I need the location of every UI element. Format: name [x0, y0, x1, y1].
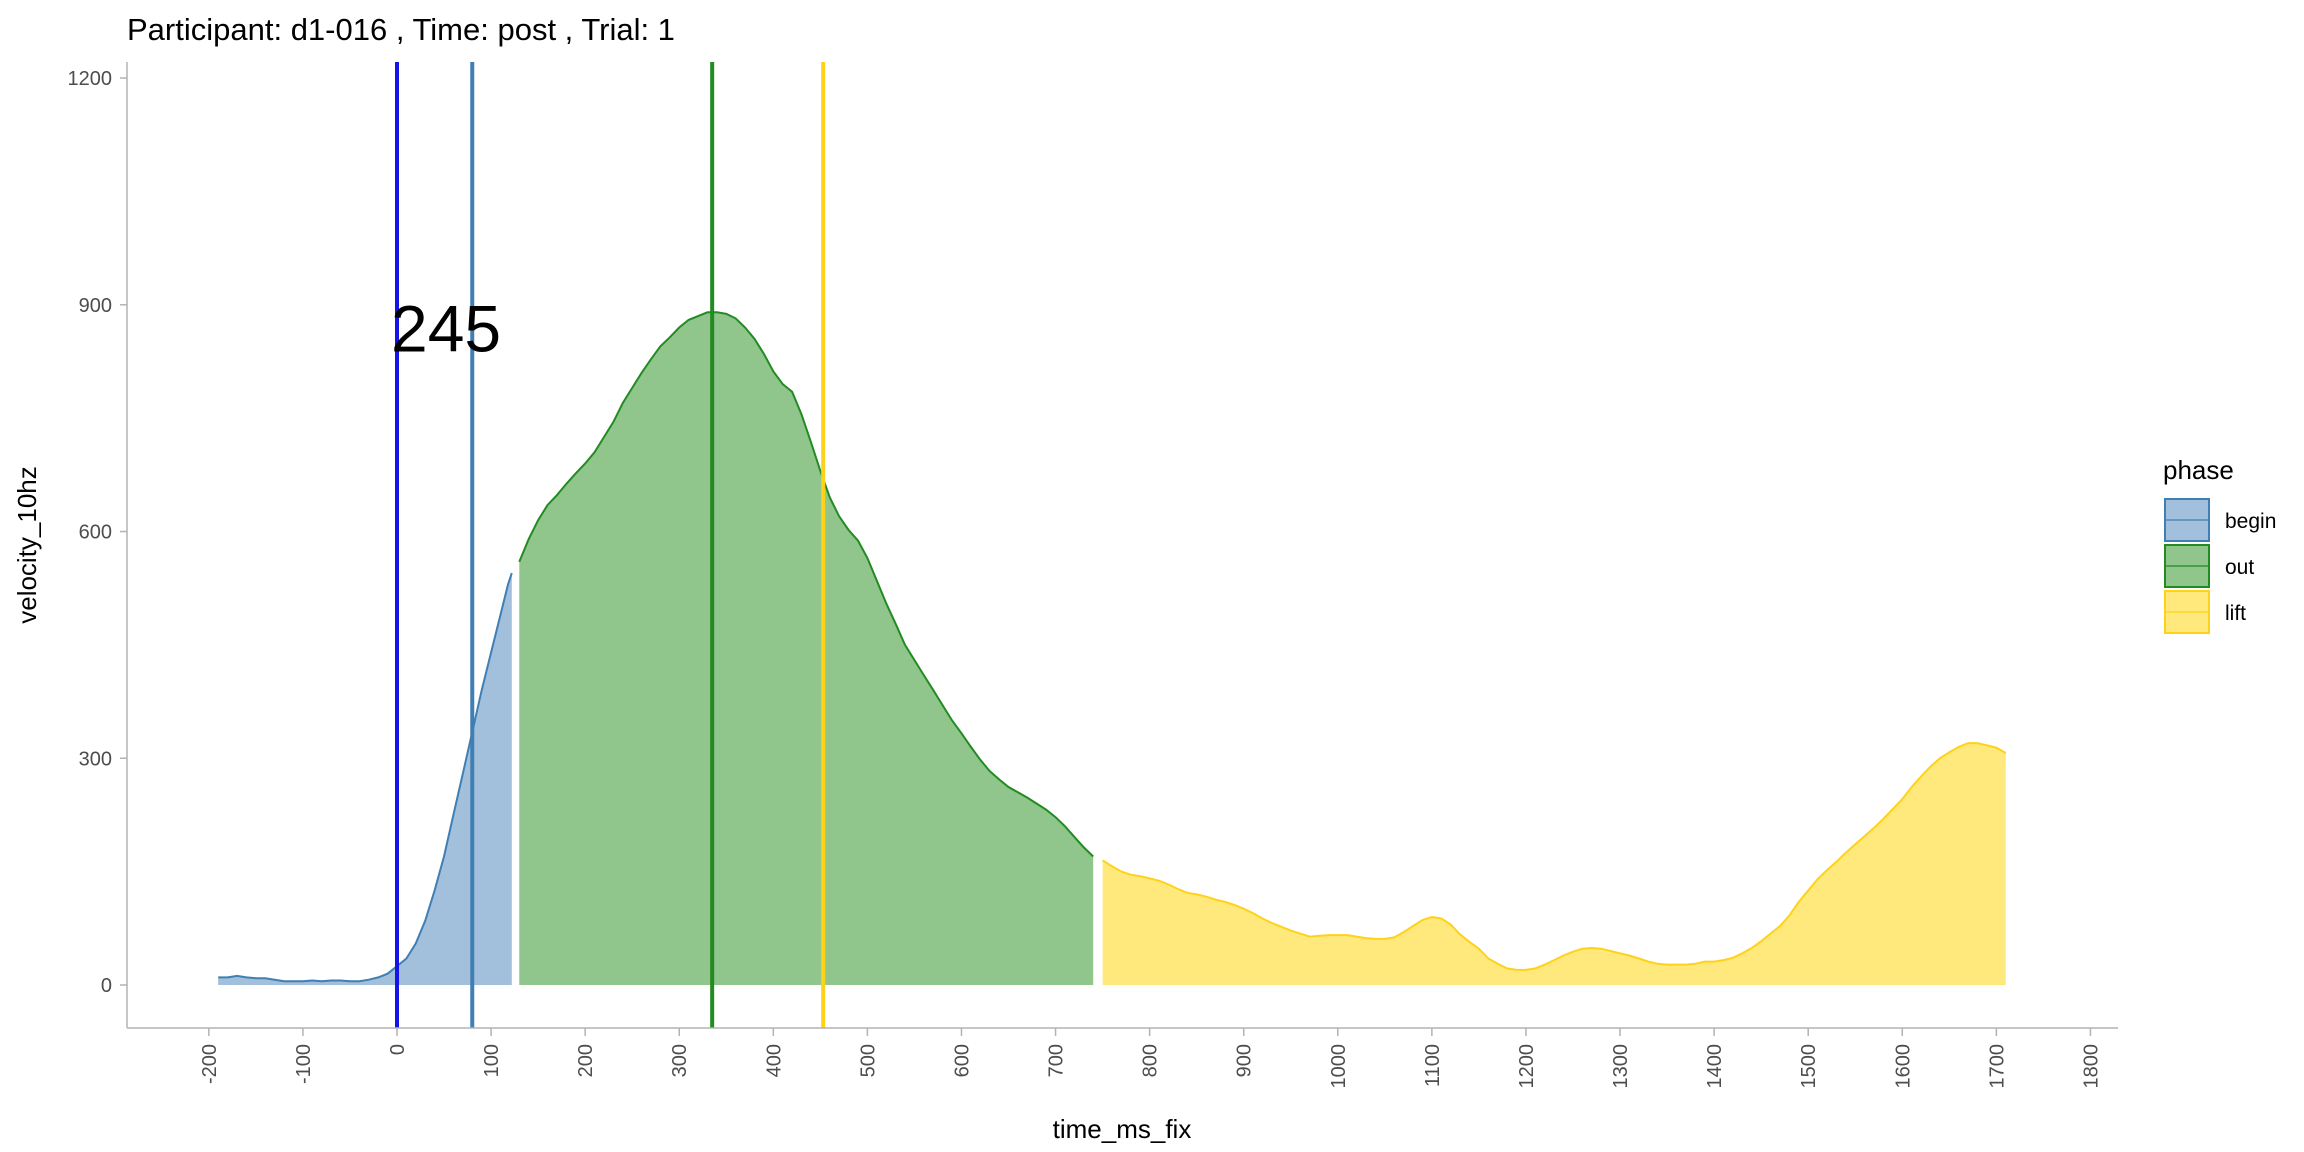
legend-title: phase: [2163, 455, 2234, 485]
x-tick-label: 1000: [1328, 1044, 1350, 1089]
y-tick-label: 300: [79, 748, 112, 770]
vlines-layer: [395, 62, 826, 1028]
line-begin: [218, 572, 513, 983]
y-tick-label: 600: [79, 522, 112, 544]
y-tick-label: 900: [79, 295, 112, 317]
y-axis-title: velocity_10hz: [12, 466, 42, 624]
x-tick-label: 400: [763, 1044, 785, 1077]
x-axis-title: time_ms_fix: [1053, 1114, 1192, 1144]
legend-label-out: out: [2225, 556, 2254, 579]
line-lift: [1102, 742, 2007, 971]
x-tick-label: 100: [481, 1044, 503, 1077]
x-tick-label: 1300: [1610, 1044, 1632, 1089]
x-tick-label: 700: [1046, 1044, 1068, 1077]
x-tick-label: 1200: [1516, 1044, 1538, 1089]
x-tick-label: 1400: [1704, 1044, 1726, 1089]
y-ticks: 0 300 600 900 1200: [68, 68, 127, 997]
legend: phase begin out lift: [2163, 455, 2276, 634]
area-out: [519, 312, 1094, 985]
y-tick-label: 1200: [68, 68, 113, 90]
y-tick-label: 0: [101, 975, 112, 997]
x-tick-label: 500: [857, 1044, 879, 1077]
chart-title: Participant: d1-016 , Time: post , Trial…: [127, 12, 675, 47]
x-tick-label: 800: [1140, 1044, 1162, 1077]
area-begin: [218, 573, 512, 985]
legend-label-lift: lift: [2225, 602, 2246, 625]
x-tick-label: 1600: [1892, 1044, 1914, 1089]
x-tick-label: 1100: [1422, 1044, 1444, 1087]
x-tick-label: -200: [199, 1044, 221, 1084]
x-tick-label: 1800: [2080, 1044, 2102, 1089]
x-tick-label: 600: [952, 1044, 974, 1077]
areas-layer: [218, 311, 2007, 985]
x-tick-label: 900: [1234, 1044, 1256, 1077]
x-ticks: -200 -100 0 100 200 300 400 500 600 700 800 900 1000…: [199, 1028, 2102, 1089]
annotation-label: 245: [391, 291, 501, 365]
line-out: [518, 311, 1094, 858]
area-lift: [1102, 743, 2006, 985]
x-tick-label: -100: [293, 1044, 315, 1084]
x-tick-label: 300: [669, 1044, 691, 1077]
x-tick-label: 0: [387, 1044, 409, 1055]
x-tick-label: 200: [575, 1044, 597, 1077]
legend-label-begin: begin: [2225, 510, 2276, 533]
x-tick-label: 1500: [1798, 1044, 1820, 1089]
x-tick-label: 1700: [1986, 1044, 2008, 1089]
